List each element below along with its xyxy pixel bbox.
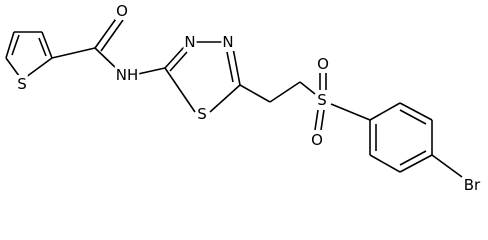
label-backing xyxy=(196,105,208,123)
label-backing xyxy=(310,131,324,149)
label-backing xyxy=(114,66,140,84)
label-backing xyxy=(183,33,197,51)
atom-label: O xyxy=(317,55,329,73)
atom-label: N xyxy=(222,33,233,51)
label-backing xyxy=(316,55,330,73)
atom-label: NH xyxy=(116,66,139,84)
atom-label: O xyxy=(311,131,323,149)
label-backing xyxy=(316,91,328,109)
atom-label: N xyxy=(184,33,195,51)
label-backing xyxy=(115,2,129,20)
atom-label: O xyxy=(116,2,128,20)
atom-labels: O NH N N S S S O O Br xyxy=(16,2,483,194)
label-backing xyxy=(16,75,28,93)
label-backing xyxy=(221,33,235,51)
atom-label: S xyxy=(197,105,207,123)
bonds xyxy=(5,15,463,178)
atom-label: S xyxy=(317,91,327,109)
label-backing xyxy=(462,176,483,194)
atom-label: Br xyxy=(464,176,481,194)
molecule-diagram: O NH N N S S S O O Br xyxy=(5,2,483,194)
atom-label: S xyxy=(17,75,27,93)
